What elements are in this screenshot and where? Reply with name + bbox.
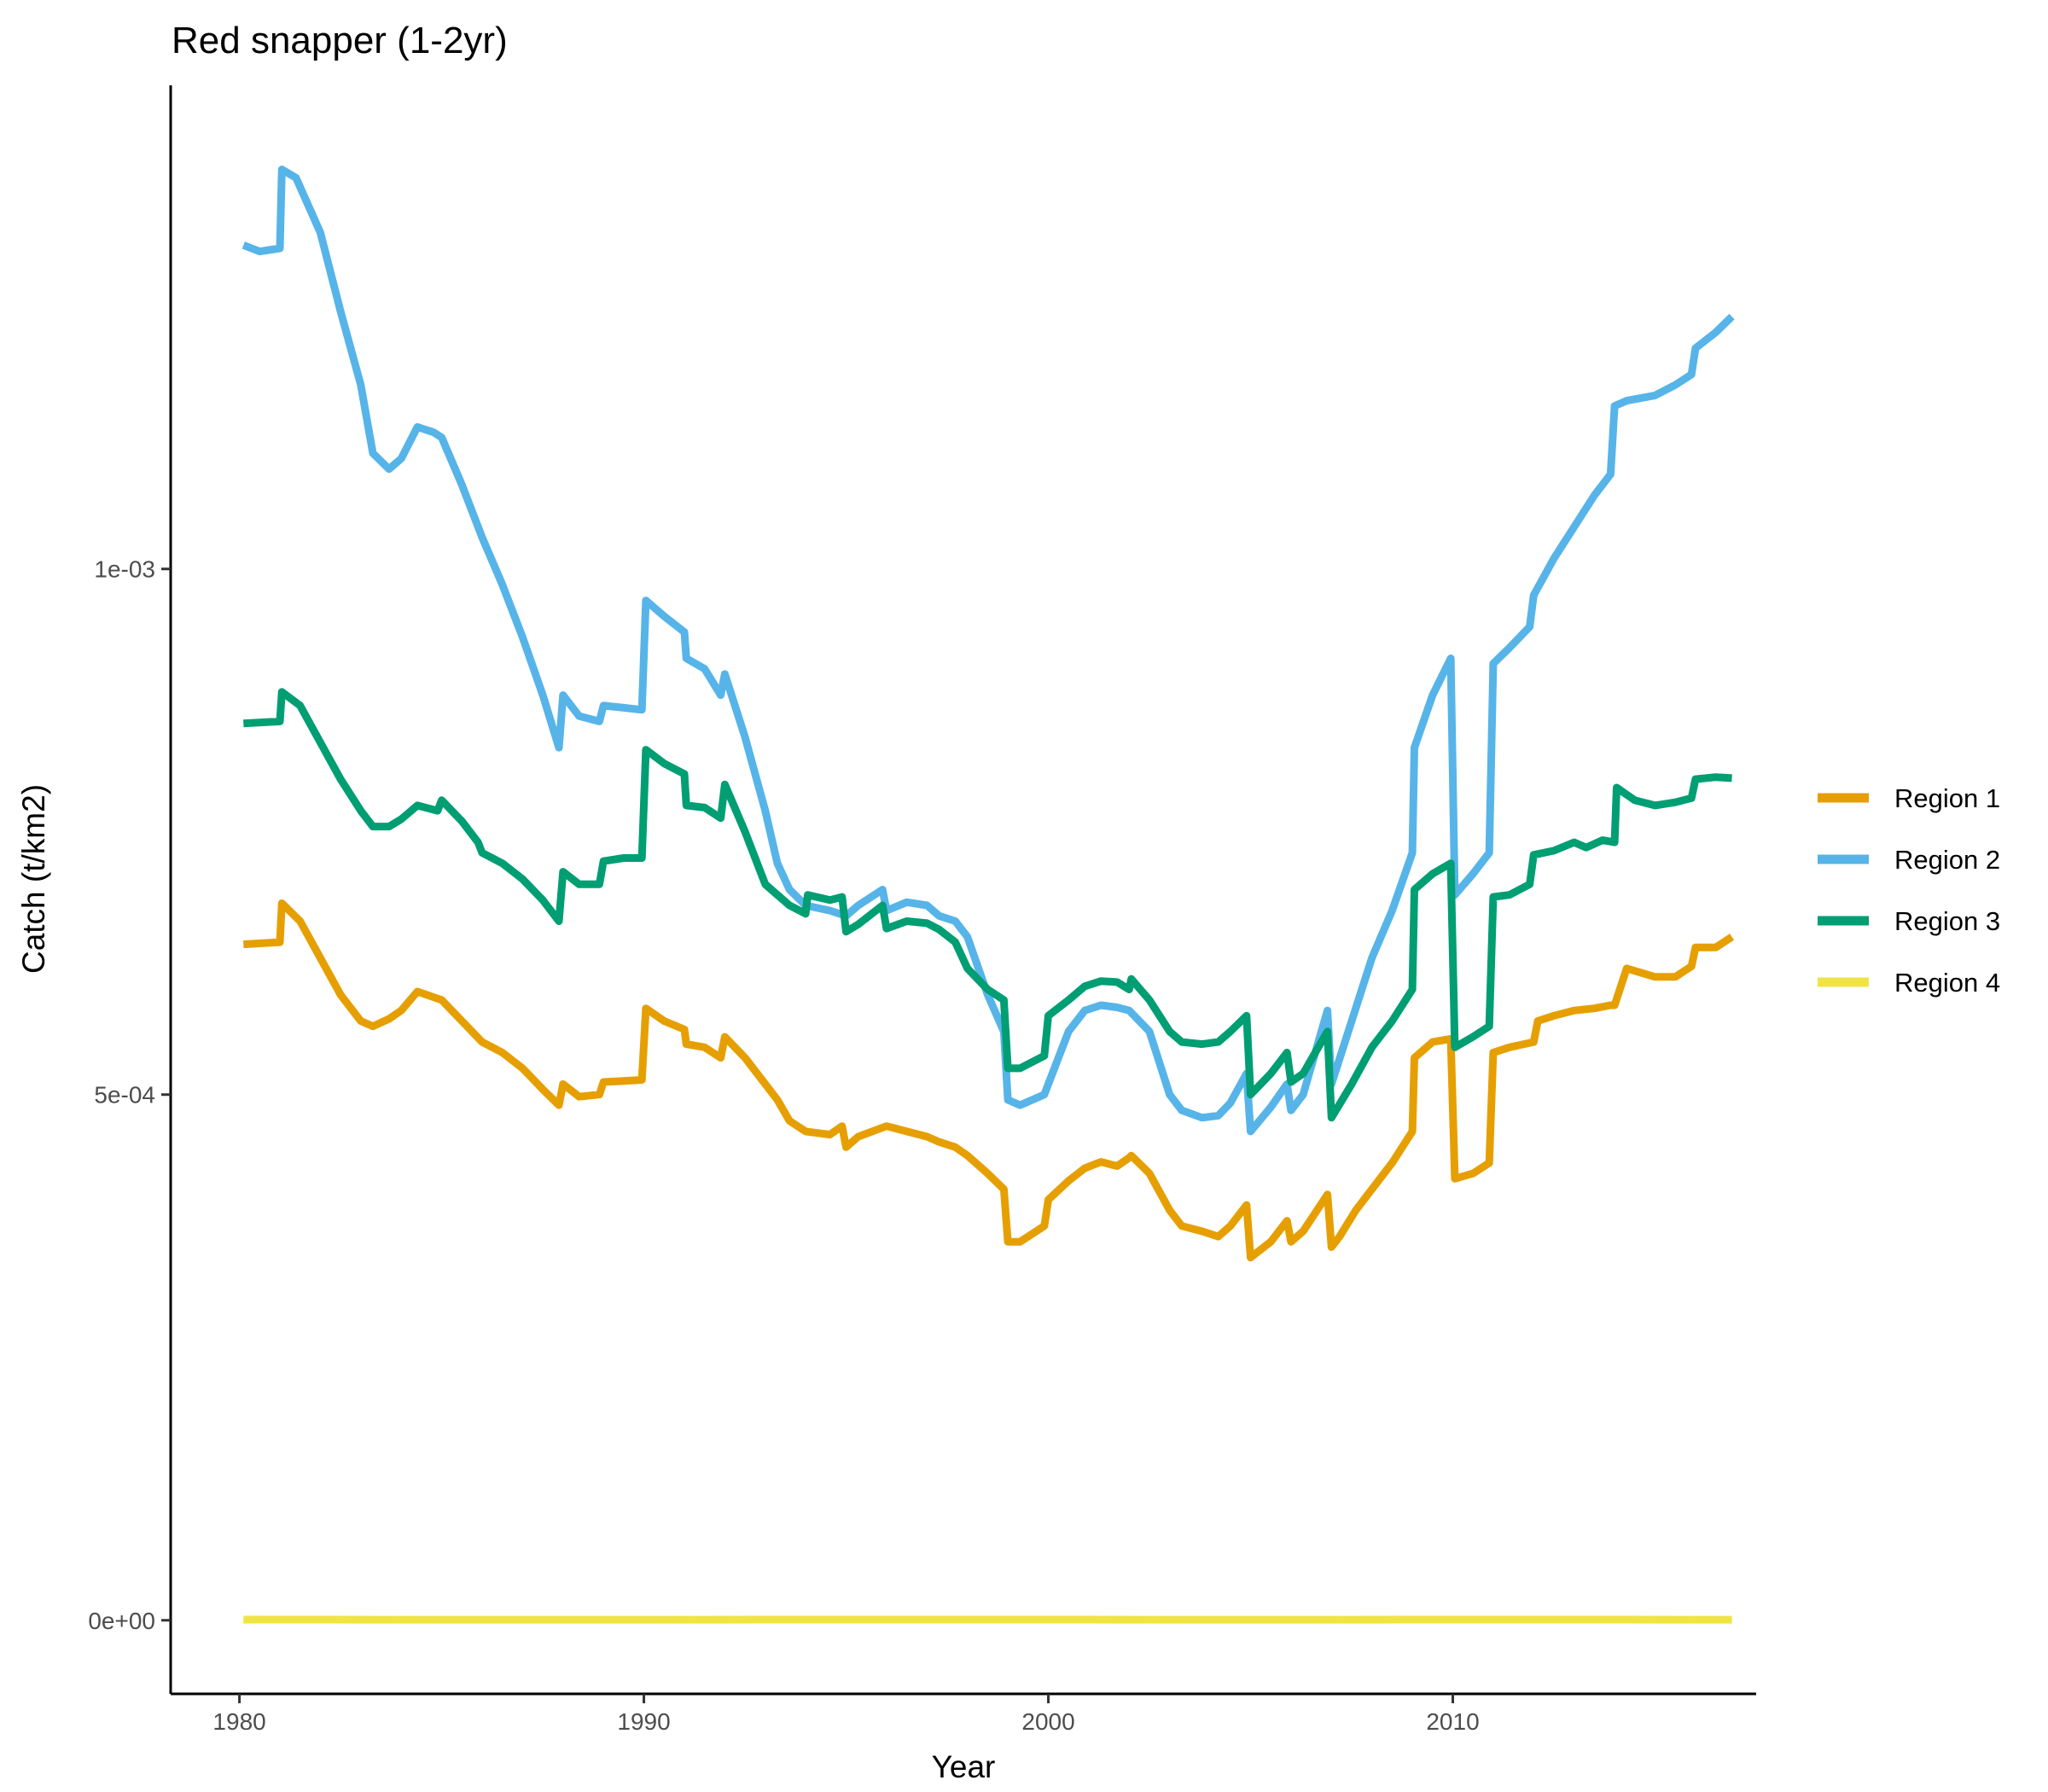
- legend-label-region-2: Region 2: [1894, 845, 2000, 875]
- legend: Region 1 Region 2 Region 3 Region 4: [1818, 783, 2000, 998]
- y-tick-label: 5e-04: [94, 1082, 155, 1108]
- y-tick-label: 0e+00: [88, 1608, 155, 1634]
- chart-title: Red snapper (1-2yr): [172, 20, 508, 61]
- x-tick-label: 1980: [212, 1708, 265, 1735]
- legend-label-region-1: Region 1: [1894, 783, 2000, 813]
- y-axis-title-group: Catch (t/km2): [16, 784, 51, 974]
- x-tick-label: 2010: [1426, 1708, 1479, 1735]
- axes-layer: [169, 85, 1756, 1696]
- ticks-layer: 1980 1990 2000 2010 0e+00 5e-04 1e-03: [88, 556, 1479, 1735]
- series-line-region-3: [243, 688, 1732, 1122]
- series-line-region-1: [243, 899, 1735, 1262]
- y-axis-title: Catch (t/km2): [16, 784, 51, 974]
- series-layer: [241, 166, 1735, 1624]
- legend-label-region-4: Region 4: [1894, 968, 2000, 998]
- x-axis-title: Year: [932, 1749, 996, 1784]
- x-tick-label: 2000: [1021, 1708, 1074, 1735]
- legend-label-region-3: Region 3: [1894, 906, 2000, 936]
- x-tick-label: 1990: [617, 1708, 670, 1735]
- y-tick-label: 1e-03: [94, 556, 155, 583]
